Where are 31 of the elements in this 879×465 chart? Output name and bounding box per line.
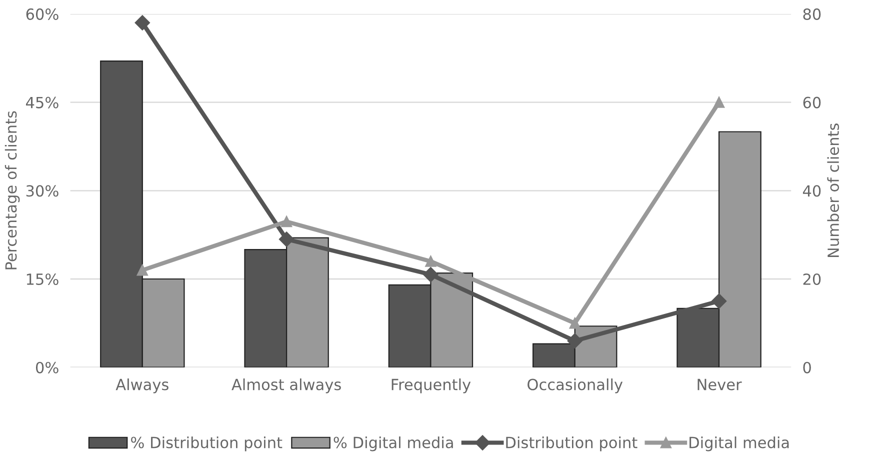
point xyxy=(569,318,580,329)
y-tick-label: 0% xyxy=(36,362,58,374)
point xyxy=(713,96,725,108)
y2-tick-label: 20 xyxy=(803,273,821,286)
y2-tick-label: 80 xyxy=(803,8,821,20)
x-tick-label: Occasionally xyxy=(528,378,623,394)
legend-label: % Distribution point xyxy=(131,436,282,452)
y2-tick-label: 60 xyxy=(803,96,821,108)
legend-label: Distribution point xyxy=(506,436,638,452)
point xyxy=(134,15,150,30)
y-tick-label: 60% xyxy=(26,8,58,20)
point xyxy=(425,256,436,267)
y-tick-label: 45% xyxy=(26,96,58,108)
x-tick-label: Always xyxy=(116,378,168,394)
y-tick-label: 30% xyxy=(26,185,58,197)
point xyxy=(136,264,148,276)
legend-label: % Digital media xyxy=(334,436,453,452)
y-axis-title: Percentage of clients xyxy=(4,111,20,270)
point xyxy=(281,216,292,228)
y-tick-label: 15% xyxy=(26,273,58,286)
point xyxy=(278,232,294,247)
legend-label: Digital media xyxy=(690,436,789,452)
y2-tick-label: 40 xyxy=(802,185,821,197)
y2-axis-title: Number of clients xyxy=(827,124,840,258)
y2-tick-label: 0 xyxy=(803,362,811,374)
point xyxy=(423,267,438,282)
point xyxy=(711,294,727,309)
x-tick-label: Never xyxy=(698,378,742,390)
x-tick-label: Frequently xyxy=(392,378,471,394)
x-tick-label: Almost always xyxy=(232,378,341,394)
point xyxy=(567,333,582,348)
